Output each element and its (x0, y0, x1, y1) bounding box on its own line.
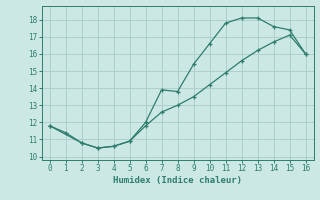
X-axis label: Humidex (Indice chaleur): Humidex (Indice chaleur) (113, 176, 242, 185)
